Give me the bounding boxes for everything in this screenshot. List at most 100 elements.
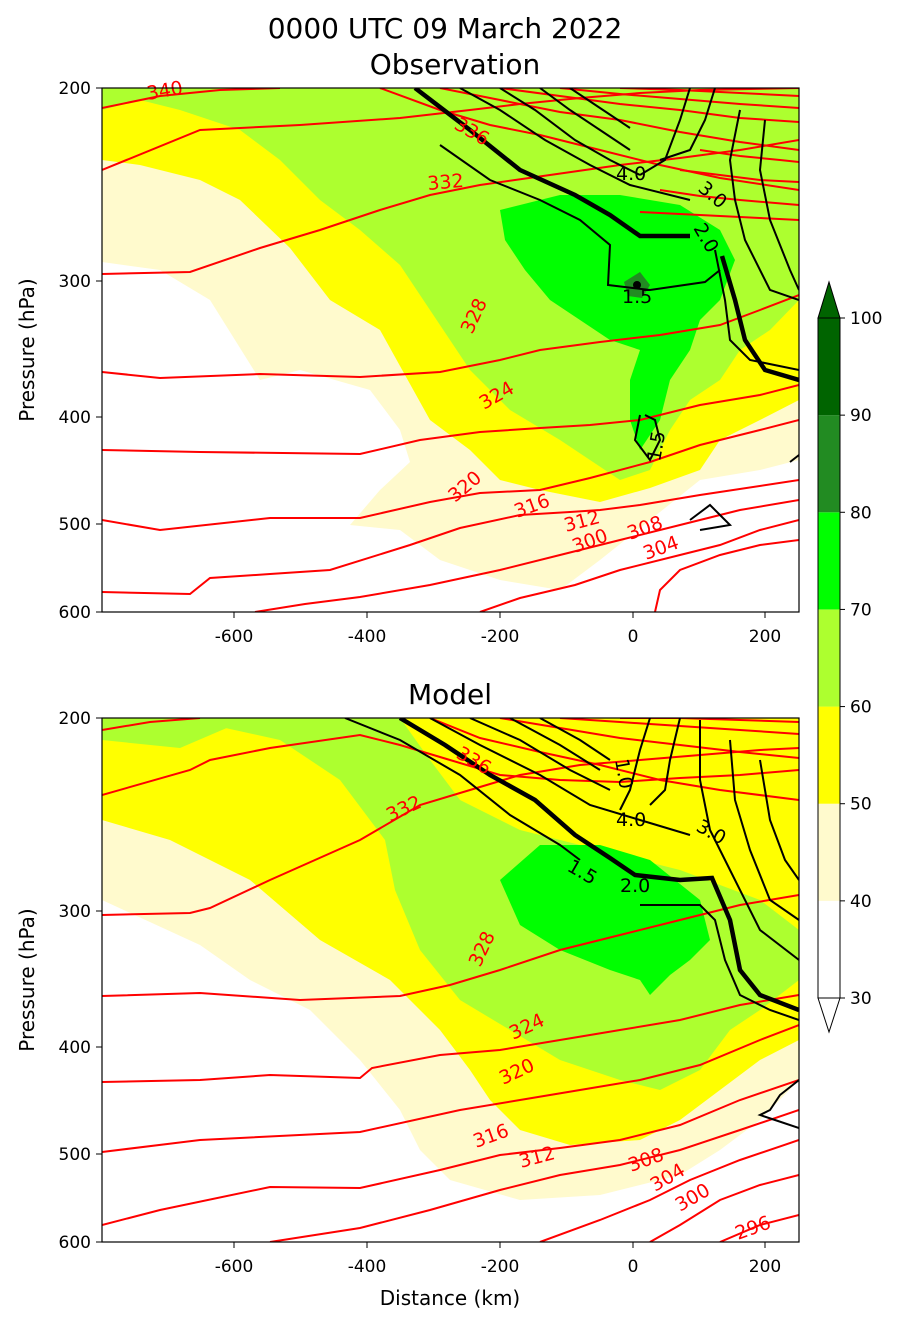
theta-312	[102, 479, 799, 596]
theta-332	[102, 733, 799, 796]
theta-300	[654, 539, 799, 612]
wind-2-0-bold	[398, 718, 799, 1013]
fill-60-70	[102, 88, 799, 480]
x-tick-label: -400	[348, 1257, 387, 1277]
theta-lines-observation	[102, 88, 799, 612]
theta-300	[649, 1174, 799, 1242]
wind-3-0	[429, 718, 691, 836]
x-tick-label: -200	[481, 627, 520, 647]
colorbar-segment	[818, 803, 840, 901]
x-tick-label: -600	[215, 1257, 254, 1277]
wind-label-2-0: 2.0	[620, 875, 650, 897]
panel-observation: 300 304 308 312 316 320 324 328 332 336 …	[15, 77, 800, 647]
wind-lower-b	[689, 503, 733, 531]
x-tick-label: 0	[628, 627, 639, 647]
colorbar-tick-label: 70	[850, 600, 872, 620]
theta-340	[429, 718, 799, 801]
y-tick-label: 600	[59, 603, 91, 623]
x-tick-label: -600	[215, 627, 254, 647]
wind-right-c	[699, 720, 799, 961]
theta-316	[102, 1024, 799, 1153]
wind-right-e	[759, 759, 799, 881]
wind-lower-a	[757, 1079, 799, 1129]
x-tick-label: 0	[628, 1257, 639, 1277]
y-ticks-observation: 200 300 400 500 600	[59, 79, 102, 623]
colorbar-segment	[818, 512, 840, 610]
colorbar-segment	[818, 900, 840, 998]
y-tick-label: 400	[59, 408, 91, 428]
theta-308	[254, 499, 799, 612]
colorbar-extend-max	[817, 280, 841, 319]
theta-344	[439, 88, 799, 151]
theta-296	[719, 1214, 799, 1242]
wind-right-d	[729, 739, 799, 921]
theta-320	[102, 384, 799, 456]
colorbar-segment	[818, 706, 840, 804]
wind-1-5	[344, 718, 581, 861]
wind-label-4-0: 4.0	[616, 809, 646, 831]
colorbar-tick-label: 40	[850, 892, 872, 912]
theta-312	[102, 1079, 799, 1226]
wind-lower-c	[789, 454, 799, 463]
wind-label-1-5-lower: 1.5	[643, 429, 670, 463]
y-tick-label: 300	[59, 272, 91, 292]
wind-lines-model	[344, 718, 799, 1129]
jet-max-marker	[633, 281, 641, 289]
colorbar-segment	[818, 609, 840, 707]
wind-inner-a	[539, 88, 631, 151]
theta-upper-b	[659, 189, 799, 206]
theta-upper-a	[639, 211, 799, 221]
x-ticks-model: -600 -400 -200 0 200	[215, 1242, 781, 1277]
theta-upper-d	[699, 149, 799, 163]
x-axis-label: Distance (km)	[380, 1286, 520, 1310]
theta-label-332: 332	[427, 170, 465, 195]
colorbar-tick-label: 60	[850, 698, 872, 718]
wind-2-0-bold-b	[719, 255, 799, 383]
fill-70-80	[500, 195, 735, 450]
theta-308	[269, 1109, 799, 1242]
x-tick-label: 200	[749, 1257, 781, 1277]
y-axis-label-observation: Pressure (hPa)	[15, 278, 39, 421]
x-tick-label: 200	[749, 627, 781, 647]
panel-title-model: Model	[408, 678, 492, 711]
figure-title: 0000 UTC 09 March 2022	[268, 12, 623, 45]
theta-336	[102, 88, 281, 109]
y-tick-label: 500	[59, 1145, 91, 1165]
y-tick-label: 200	[59, 79, 91, 99]
colorbar-segment	[818, 318, 840, 416]
filled-contours-observation	[102, 88, 799, 612]
wind-inner-b	[569, 88, 631, 129]
y-axis-label-model: Pressure (hPa)	[15, 908, 39, 1051]
panel-model: 296 300 304 308 312 316 320 324 328 332 …	[15, 709, 800, 1310]
plot-frame-observation	[101, 87, 800, 613]
wind-1-5	[439, 144, 721, 292]
theta-344	[499, 718, 799, 759]
y-ticks-model: 200 300 400 500 600	[59, 709, 102, 1253]
y-tick-label: 500	[59, 515, 91, 535]
wind-right-e	[714, 249, 799, 371]
plot-frame-model	[101, 717, 800, 1243]
wind-label-1-0: 1.0	[610, 757, 637, 791]
y-tick-label: 400	[59, 1038, 91, 1058]
wind-inner-a	[509, 718, 601, 771]
x-tick-label: -400	[348, 627, 387, 647]
x-ticks-observation: -600 -400 -200 0 200	[215, 612, 781, 647]
theta-352	[559, 88, 799, 109]
theta-304	[539, 1139, 799, 1242]
wind-4-0	[469, 718, 611, 791]
y-tick-label: 300	[59, 902, 91, 922]
x-tick-label: -200	[481, 1257, 520, 1277]
fill-60-70	[180, 718, 799, 1090]
filled-contours-model	[102, 718, 799, 1242]
wind-right-a	[619, 718, 651, 811]
wind-right-d	[758, 119, 799, 291]
theta-324	[102, 294, 799, 380]
wind-right-a	[639, 88, 691, 176]
y-tick-label: 200	[59, 709, 91, 729]
theta-356	[619, 88, 799, 97]
colorbar-tick-label: 50	[850, 795, 872, 815]
theta-upper-c	[679, 169, 799, 183]
theta-304	[479, 519, 799, 612]
colorbar-segment	[818, 415, 840, 513]
